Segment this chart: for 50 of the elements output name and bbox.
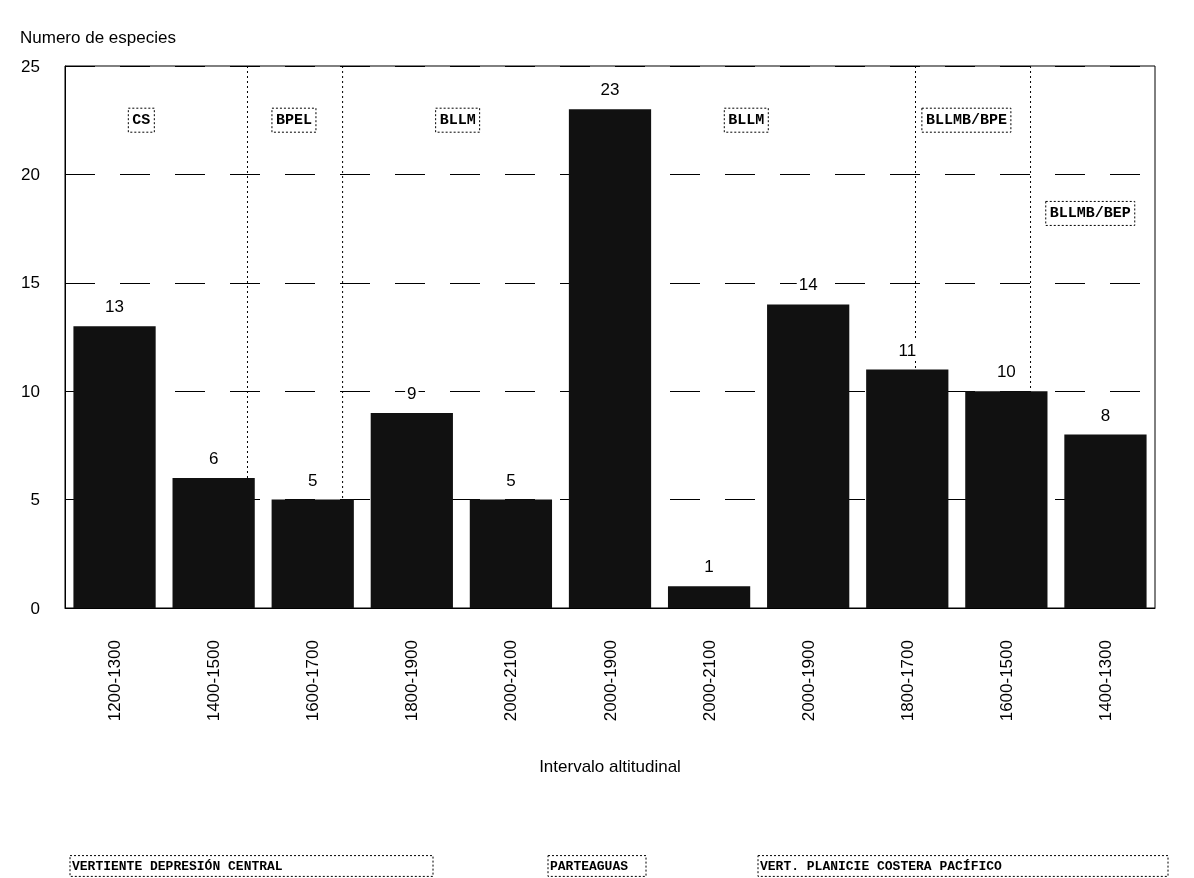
data-label: 9: [407, 383, 417, 403]
annotation: BLLM: [439, 111, 476, 129]
x-tick-label: 1800-1700: [897, 640, 917, 722]
annotation: CS: [132, 111, 151, 129]
bar: [271, 499, 354, 608]
data-label: 13: [105, 297, 125, 317]
bar: [370, 412, 453, 608]
bar: [767, 304, 850, 608]
annotation: BLLM: [728, 111, 765, 129]
x-tick-label: 1200-1300: [105, 640, 125, 722]
x-tick-label: 2000-1900: [600, 640, 620, 722]
y-tick-label: 25: [21, 56, 40, 76]
x-tick-label: 2000-1900: [798, 640, 818, 722]
data-label: 14: [798, 275, 818, 295]
annotation: BLLMB/BPE: [925, 111, 1007, 129]
data-label: 5: [307, 470, 318, 490]
x-tick-label: 1400-1500: [204, 640, 224, 722]
bar: [866, 369, 949, 608]
x-tick-label: 1600-1500: [996, 640, 1016, 722]
x-tick-label: 2000-2100: [699, 640, 719, 722]
bar: [965, 391, 1048, 608]
data-label: 6: [208, 448, 219, 468]
x-tick-label: 1400-1300: [1095, 640, 1115, 722]
x-tick-label: 2000-2100: [501, 640, 521, 722]
data-label: 10: [996, 362, 1016, 382]
y-tick-label: 10: [21, 381, 40, 401]
annotation: BPEL: [275, 111, 312, 129]
y-axis-title: Numero de especies: [20, 28, 176, 47]
text: PARTEAGUAS: [550, 858, 629, 874]
y-tick-label: 15: [21, 273, 40, 293]
bar: [172, 477, 255, 608]
bar: [568, 109, 652, 608]
annotation: BLLMB/BEP: [1049, 204, 1131, 222]
y-tick-label: 20: [21, 164, 40, 184]
bar: [73, 326, 156, 608]
data-label: 11: [898, 340, 917, 360]
x-tick-label: 1800-1900: [402, 640, 422, 722]
y-tick-label: 0: [30, 598, 40, 618]
data-label: 23: [600, 80, 620, 100]
bar: [1064, 434, 1147, 608]
data-label: 8: [1100, 405, 1111, 425]
x-tick-label: 1600-1700: [303, 640, 323, 722]
x-axis-title: Intervalo altitudinal: [539, 757, 681, 776]
data-label: 1: [704, 557, 714, 577]
text: VERT. PLANICIE COSTERA PACÍFICO: [760, 858, 1003, 874]
y-tick-label: 5: [30, 490, 40, 510]
bar: [469, 499, 553, 608]
bar: [667, 586, 751, 608]
text: VERTIENTE DEPRESIÓN CENTRAL: [72, 858, 283, 874]
data-label: 5: [506, 470, 516, 490]
